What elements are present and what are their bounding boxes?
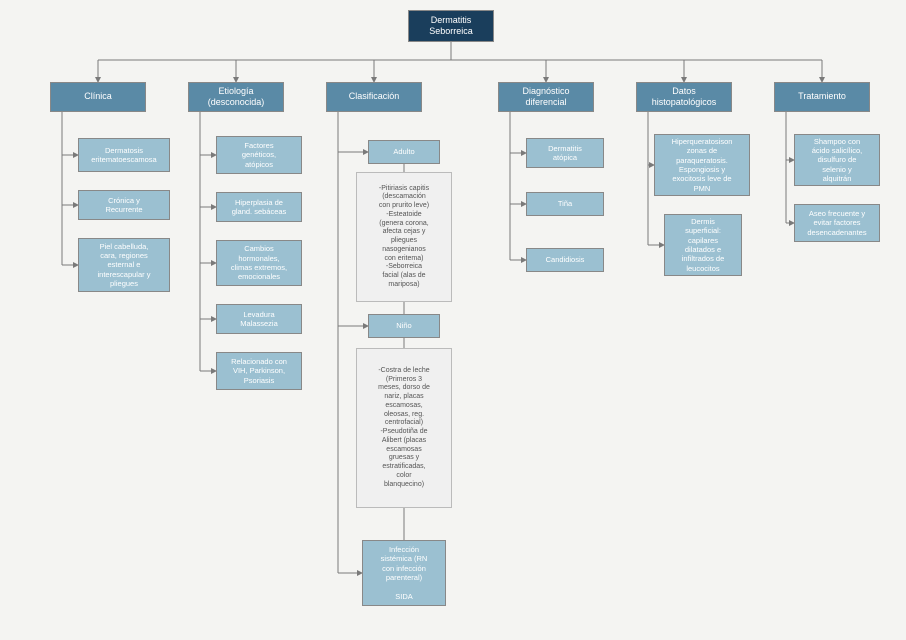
leaf-node-6: LevaduraMalassezia	[216, 304, 302, 334]
leaf-node-17: Aseo frecuente yevitar factoresdesencade…	[794, 204, 880, 242]
root-node: DermatitisSeborreica	[408, 10, 494, 42]
leaf-node-3: Factoresgenéticos,atópicos	[216, 136, 302, 174]
leaf-node-10: Infecciónsistémica (RNcon infecciónparen…	[362, 540, 446, 606]
leaf-node-7: Relacionado conVIH, Parkinson,Psoriasis	[216, 352, 302, 390]
detail-node-1: -Costra de leche(Primeros 3meses, dorso …	[356, 348, 452, 508]
branch-node-0: Clínica	[50, 82, 146, 112]
detail-node-0: -Pitiriasis capitis(descamacióncon pruri…	[356, 172, 452, 302]
leaf-node-8: Adulto	[368, 140, 440, 164]
leaf-node-13: Candidiosis	[526, 248, 604, 272]
leaf-node-14: Hiperqueratosisonzonas deparaqueratosis.…	[654, 134, 750, 196]
branch-node-2: Clasificación	[326, 82, 422, 112]
leaf-node-16: Shampoo conácido salicílico,disulfuro de…	[794, 134, 880, 186]
leaf-node-2: Piel cabelluda,cara, regionesesternal ei…	[78, 238, 170, 292]
branch-node-1: Etiología(desconocida)	[188, 82, 284, 112]
branch-node-4: Datoshistopatológicos	[636, 82, 732, 112]
leaf-node-4: Hiperplasia degland. sebáceas	[216, 192, 302, 222]
leaf-node-1: Crónica yRecurrente	[78, 190, 170, 220]
leaf-node-5: Cambioshormonales,climas extremos,emocio…	[216, 240, 302, 286]
leaf-node-0: Dermatosiseritematoescamosa	[78, 138, 170, 172]
branch-node-5: Tratamiento	[774, 82, 870, 112]
leaf-node-9: Niño	[368, 314, 440, 338]
leaf-node-12: Tiña	[526, 192, 604, 216]
leaf-node-11: Dermatitisatópica	[526, 138, 604, 168]
leaf-node-15: Dermissuperficial:capilaresdilatados ein…	[664, 214, 742, 276]
branch-node-3: Diagnósticodiferencial	[498, 82, 594, 112]
